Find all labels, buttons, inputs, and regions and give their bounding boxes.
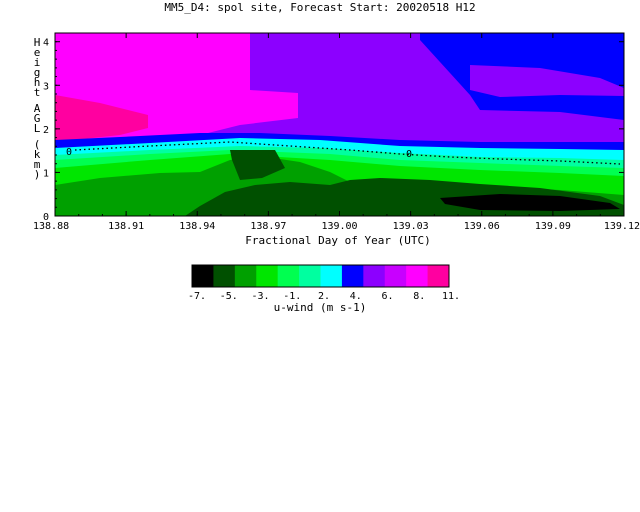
zero-contour [74, 141, 621, 165]
x-tick-label: 138.97 [250, 221, 286, 232]
x-tick-label: 138.88 [33, 221, 69, 232]
x-tick-label: 139.06 [464, 221, 500, 232]
y-axis-title-char: ) [34, 168, 41, 181]
y-axis-title-char: L [34, 122, 41, 135]
colorbar-tick-label: 6. [381, 291, 393, 302]
colorbar-swatch [341, 265, 364, 287]
colorbar-swatch [363, 265, 386, 287]
colorbar-tick-label: 4. [350, 291, 362, 302]
colorbar-swatch [427, 265, 450, 287]
colorbar-swatch [256, 265, 279, 287]
contour-label-right: 0 [406, 149, 412, 160]
x-tick-label: 139.03 [393, 221, 429, 232]
colorbar-swatch [299, 265, 321, 287]
x-tick-label: 138.91 [108, 221, 144, 232]
colorbar-swatch [277, 265, 300, 287]
x-tick-label: 139.12 [604, 221, 640, 232]
y-axis-title-char: A [34, 102, 41, 115]
x-axis: 138.88 138.91 138.94 138.97 139.00 139.03 139.… [33, 33, 640, 232]
colorbar-tick-label: 2. [318, 291, 330, 302]
colorbar-tick-label: -3. [251, 291, 269, 302]
y-axis-title-char: h [34, 76, 41, 89]
colorbar-swatch [384, 265, 407, 287]
y-axis-title-char: k [34, 148, 41, 161]
y-axis-title-char: m [34, 158, 41, 171]
wind-field [55, 33, 624, 216]
colorbar-swatch [406, 265, 429, 287]
y-axis-title-char: H [34, 36, 41, 49]
contour-label-left: 0 [66, 147, 72, 158]
y-tick-label: 0 [43, 212, 49, 223]
x-tick-label: 139.00 [321, 221, 357, 232]
colorbar-swatch [320, 265, 343, 287]
y-axis: 0 1 2 3 4 [43, 32, 624, 223]
colorbar-swatch [192, 265, 214, 287]
y-axis-title-char: e [34, 46, 41, 59]
y-tick-label: 3 [43, 81, 49, 92]
colorbar: -7. -5. -3. -1. 2. 4. 6. 8. 11. [188, 264, 460, 302]
colorbar-swatch [234, 265, 257, 287]
colorbar-tick-label: -1. [283, 291, 301, 302]
y-axis-title-char: t [34, 86, 41, 99]
colorbar-frame [191, 264, 450, 288]
chart-title: MM5_D4: spol site, Forecast Start: 20020… [164, 1, 476, 14]
colorbar-tick-label: 11. [442, 291, 460, 302]
y-axis-title-char: G [34, 112, 41, 125]
colorbar-swatch [213, 265, 236, 287]
band-dark-bump [230, 150, 285, 180]
band-violet-inset [470, 65, 624, 97]
band-below-minus9 [440, 194, 620, 211]
x-tick-label: 139.09 [535, 221, 571, 232]
y-tick-label: 4 [43, 38, 49, 49]
y-tick-label: 2 [43, 125, 49, 136]
y-axis-title-char: g [34, 66, 41, 79]
colorbar-tick-label: -7. [188, 291, 206, 302]
colorbar-label: u-wind (m s-1) [274, 301, 367, 314]
colorbar-tick-label: -5. [220, 291, 238, 302]
y-tick-label: 1 [43, 168, 49, 179]
band-11-plus [55, 95, 148, 142]
x-tick-label: 138.94 [179, 221, 215, 232]
y-axis-title-char: i [34, 56, 41, 69]
y-axis-title-char: ( [34, 138, 41, 151]
x-axis-title: Fractional Day of Year (UTC) [245, 234, 430, 247]
colorbar-tick-label: 8. [413, 291, 425, 302]
